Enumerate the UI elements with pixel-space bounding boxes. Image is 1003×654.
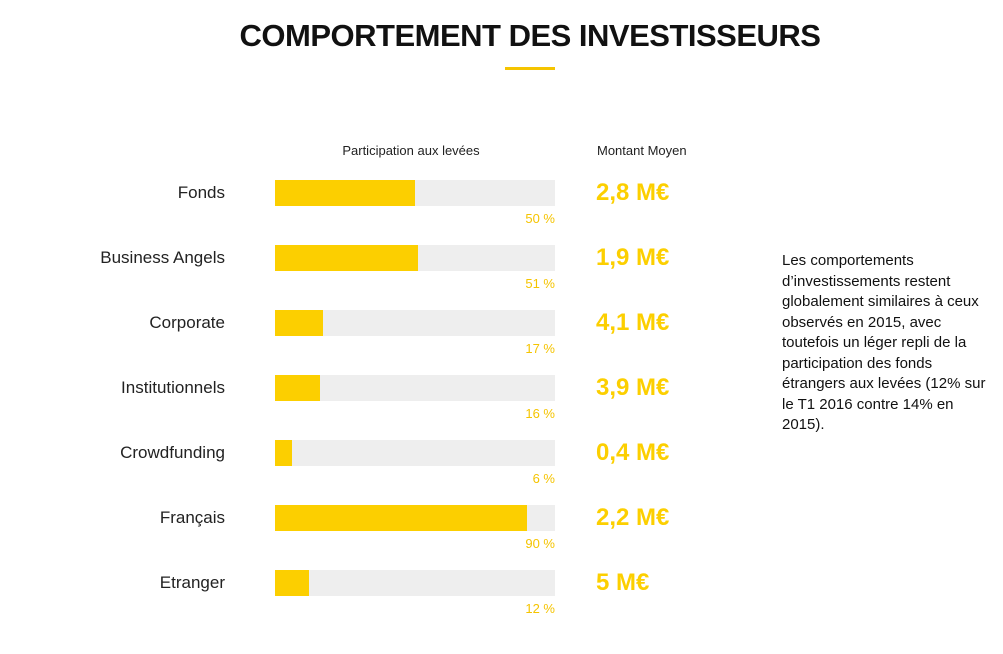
chart-row: Crowdfunding 6 % 0,4 M€ bbox=[0, 439, 760, 500]
title-underline bbox=[505, 67, 555, 70]
page-title: COMPORTEMENT DES INVESTISSEURS bbox=[239, 18, 821, 53]
chart-row: Institutionnels 16 % 3,9 M€ bbox=[0, 374, 760, 435]
bar-track bbox=[275, 440, 555, 466]
commentary-text: Les comportements d’investissements rest… bbox=[782, 252, 986, 433]
category-label: Etranger bbox=[159, 573, 225, 592]
participation-value-label: 17 % bbox=[525, 341, 555, 356]
bar-track bbox=[275, 375, 555, 401]
bar-track bbox=[275, 570, 555, 596]
bar-track bbox=[275, 245, 555, 271]
bar-track bbox=[275, 310, 555, 336]
category-label: Institutionnels bbox=[121, 378, 225, 397]
category-label: Fonds bbox=[177, 183, 225, 202]
participation-value-label: 16 % bbox=[525, 406, 555, 421]
bar-track bbox=[275, 505, 555, 531]
average-amount-label: 3,9 M€ bbox=[596, 374, 670, 401]
participation-bar bbox=[275, 440, 292, 466]
participation-value-label: 90 % bbox=[525, 536, 555, 551]
category-label: Business Angels bbox=[100, 248, 225, 267]
amount-column-header: Montant Moyen bbox=[597, 143, 687, 158]
participation-bar bbox=[275, 570, 309, 596]
average-amount-label: 4,1 M€ bbox=[596, 309, 670, 336]
participation-bar bbox=[275, 180, 415, 206]
participation-column-header: Participation aux levées bbox=[342, 143, 480, 158]
average-amount-label: 2,2 M€ bbox=[596, 504, 670, 531]
participation-value-label: 12 % bbox=[525, 601, 555, 616]
chart-row: Français 90 % 2,2 M€ bbox=[0, 504, 760, 565]
category-label: Corporate bbox=[149, 313, 225, 332]
participation-bar bbox=[275, 375, 320, 401]
average-amount-label: 0,4 M€ bbox=[596, 439, 670, 466]
chart-row: Etranger 12 % 5 M€ bbox=[0, 569, 760, 630]
bar-track bbox=[275, 180, 555, 206]
participation-value-label: 50 % bbox=[525, 211, 555, 226]
average-amount-label: 5 M€ bbox=[596, 569, 650, 596]
category-label: Crowdfunding bbox=[120, 443, 225, 462]
participation-bar bbox=[275, 245, 418, 271]
chart-row: Business Angels 51 % 1,9 M€ bbox=[0, 244, 760, 305]
participation-bar bbox=[275, 505, 527, 531]
category-label: Français bbox=[159, 508, 225, 527]
average-amount-label: 2,8 M€ bbox=[596, 179, 670, 206]
chart-row: Corporate 17 % 4,1 M€ bbox=[0, 309, 760, 370]
average-amount-label: 1,9 M€ bbox=[596, 244, 670, 271]
participation-bar bbox=[275, 310, 323, 336]
chart-row: Fonds 50 % 2,8 M€ bbox=[0, 179, 760, 240]
participation-value-label: 51 % bbox=[525, 276, 555, 291]
participation-value-label: 6 % bbox=[532, 471, 555, 486]
